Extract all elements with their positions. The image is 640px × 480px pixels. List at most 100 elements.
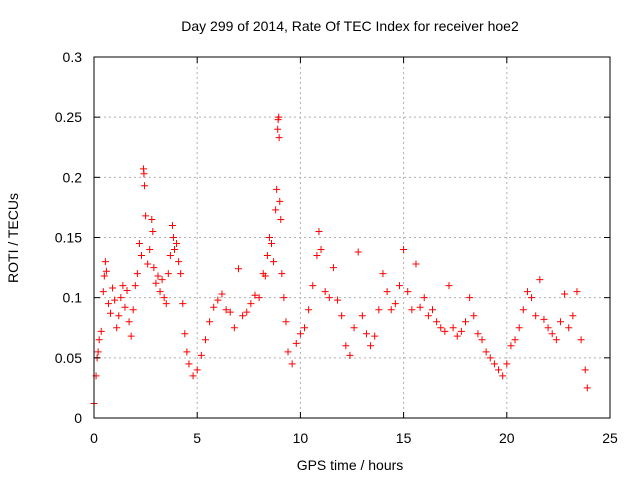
- data-point: [149, 227, 157, 235]
- data-point: [168, 221, 176, 229]
- data-point: [173, 240, 181, 248]
- data-point: [177, 270, 185, 278]
- data-point: [275, 134, 283, 142]
- data-point: [148, 215, 156, 223]
- data-point: [156, 288, 164, 296]
- data-point: [482, 348, 490, 356]
- data-point: [117, 294, 125, 302]
- data-point: [131, 282, 139, 290]
- y-tick-label: 0.25: [55, 109, 82, 125]
- y-axis-label: ROTI / TECUs: [5, 193, 21, 283]
- data-point: [133, 270, 141, 278]
- data-point: [565, 324, 573, 332]
- data-point: [150, 264, 158, 272]
- data-point: [507, 342, 515, 350]
- data-point: [544, 324, 552, 332]
- data-point: [107, 309, 115, 317]
- data-point: [97, 327, 105, 335]
- data-point: [338, 312, 346, 320]
- data-point: [185, 360, 193, 368]
- data-point: [222, 306, 230, 314]
- data-point: [466, 294, 474, 302]
- data-point: [511, 336, 519, 344]
- data-point: [193, 366, 201, 374]
- data-point: [100, 272, 108, 280]
- data-point: [280, 294, 288, 302]
- data-point: [247, 300, 255, 308]
- data-point: [234, 265, 242, 273]
- data-point: [127, 332, 135, 340]
- data-point: [449, 324, 457, 332]
- data-point: [251, 291, 259, 299]
- data-point: [197, 351, 205, 359]
- data-point: [321, 288, 329, 296]
- data-point: [379, 270, 387, 278]
- data-point: [95, 336, 103, 344]
- data-points: [90, 113, 591, 408]
- data-point: [243, 308, 251, 316]
- chart-title: Day 299 of 2014, Rate Of TEC Index for r…: [181, 18, 519, 34]
- x-tick-label: 15: [396, 430, 412, 446]
- data-point: [515, 324, 523, 332]
- data-point: [499, 372, 507, 380]
- data-point: [433, 318, 441, 326]
- data-point: [519, 306, 527, 314]
- data-point: [375, 306, 383, 314]
- data-point: [296, 330, 304, 338]
- data-point: [569, 312, 577, 320]
- data-point: [583, 384, 591, 392]
- data-point: [170, 246, 178, 254]
- data-point: [408, 306, 416, 314]
- data-point: [288, 360, 296, 368]
- data-point: [166, 252, 174, 260]
- data-point: [387, 306, 395, 314]
- data-point: [160, 294, 168, 302]
- data-point: [99, 288, 107, 296]
- data-point: [135, 240, 143, 248]
- data-point: [346, 351, 354, 359]
- data-point: [278, 270, 286, 278]
- x-tick-label: 25: [602, 430, 618, 446]
- data-point: [275, 113, 283, 121]
- data-point: [536, 276, 544, 284]
- x-tick-label: 0: [90, 430, 98, 446]
- data-point: [162, 300, 170, 308]
- x-tick-label: 10: [293, 430, 309, 446]
- data-point: [474, 330, 482, 338]
- data-point: [274, 125, 282, 133]
- data-point: [111, 296, 119, 304]
- data-point: [317, 246, 325, 254]
- data-point: [154, 272, 162, 280]
- y-axis-ticks: 0 0.05 0.1 0.15 0.2 0.25 0.3: [55, 49, 610, 426]
- data-point: [175, 258, 183, 266]
- grid-lines: [94, 57, 610, 418]
- data-point: [230, 324, 238, 332]
- data-point: [261, 272, 269, 280]
- data-point: [453, 332, 461, 340]
- data-point: [478, 336, 486, 344]
- data-point: [495, 366, 503, 374]
- data-point: [263, 252, 271, 260]
- data-point: [183, 348, 191, 356]
- data-point: [273, 185, 281, 193]
- data-point: [140, 170, 148, 178]
- data-point: [146, 246, 154, 254]
- y-tick-label: 0.15: [55, 230, 82, 246]
- data-point: [391, 300, 399, 308]
- data-point: [441, 327, 449, 335]
- data-point: [206, 318, 214, 326]
- data-point: [548, 330, 556, 338]
- data-point: [486, 354, 494, 362]
- data-point: [358, 312, 366, 320]
- data-point: [164, 270, 172, 278]
- data-point: [412, 260, 420, 268]
- data-point: [125, 318, 133, 326]
- data-point: [350, 324, 358, 332]
- data-point: [158, 276, 166, 284]
- data-point: [404, 288, 412, 296]
- data-point: [276, 197, 284, 205]
- data-point: [362, 330, 370, 338]
- data-point: [313, 252, 321, 260]
- data-point: [573, 288, 581, 296]
- data-point: [309, 282, 317, 290]
